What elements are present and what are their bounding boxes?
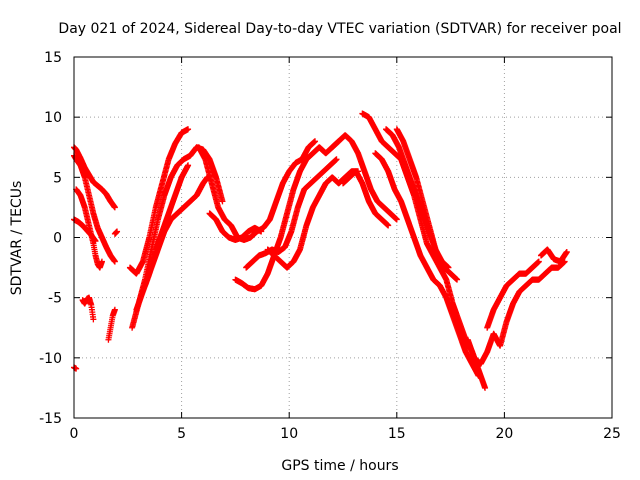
x-tick-label: 10 — [280, 426, 298, 442]
series-track-8 — [71, 364, 80, 372]
data-point — [90, 316, 97, 323]
series-track-4 — [71, 216, 99, 245]
data-point — [258, 228, 265, 235]
data-point — [111, 306, 118, 313]
x-tick-label: 20 — [495, 426, 513, 442]
data-point — [92, 238, 99, 245]
data-point — [111, 258, 118, 265]
x-tick-label: 0 — [70, 426, 79, 442]
chart-title: Day 021 of 2024, Sidereal Day-to-day VTE… — [58, 21, 621, 37]
data-point — [312, 138, 319, 145]
x-axis-label: GPS time / hours — [281, 458, 398, 474]
x-tick-label: 5 — [177, 426, 186, 442]
series-track-25 — [484, 258, 542, 331]
series-track-5 — [79, 294, 97, 323]
y-tick-label: 15 — [44, 50, 62, 66]
data-point — [185, 162, 192, 169]
y-tick-label: -5 — [48, 291, 62, 307]
series-track-1 — [71, 144, 118, 211]
series-track-12 — [142, 174, 211, 289]
series-track-7 — [111, 228, 121, 237]
axis-ticks: 0 5 10 15 20 25 -15 -10 -5 0 5 10 15 — [39, 50, 621, 442]
y-tick-label: 10 — [44, 110, 62, 126]
series-track-6 — [105, 306, 118, 343]
y-tick-label: 5 — [53, 170, 62, 186]
series-track-16 — [243, 156, 340, 271]
series-track-21 — [372, 150, 482, 379]
x-tick-label: 15 — [388, 426, 406, 442]
y-axis-label: SDTVAR / TECUs — [9, 181, 25, 296]
data-point — [111, 204, 118, 211]
series-track-9 — [126, 126, 192, 277]
data-point — [114, 228, 121, 235]
data-point — [98, 258, 105, 265]
x-tick-label: 25 — [603, 426, 621, 442]
data-point — [185, 126, 192, 133]
series-track-2 — [71, 152, 118, 265]
y-tick-label: 0 — [53, 231, 62, 247]
data-point — [219, 198, 226, 205]
data-points — [71, 110, 570, 391]
y-tick-label: -10 — [39, 351, 62, 367]
series-track-14 — [206, 210, 265, 243]
y-tick-label: -15 — [39, 411, 62, 427]
